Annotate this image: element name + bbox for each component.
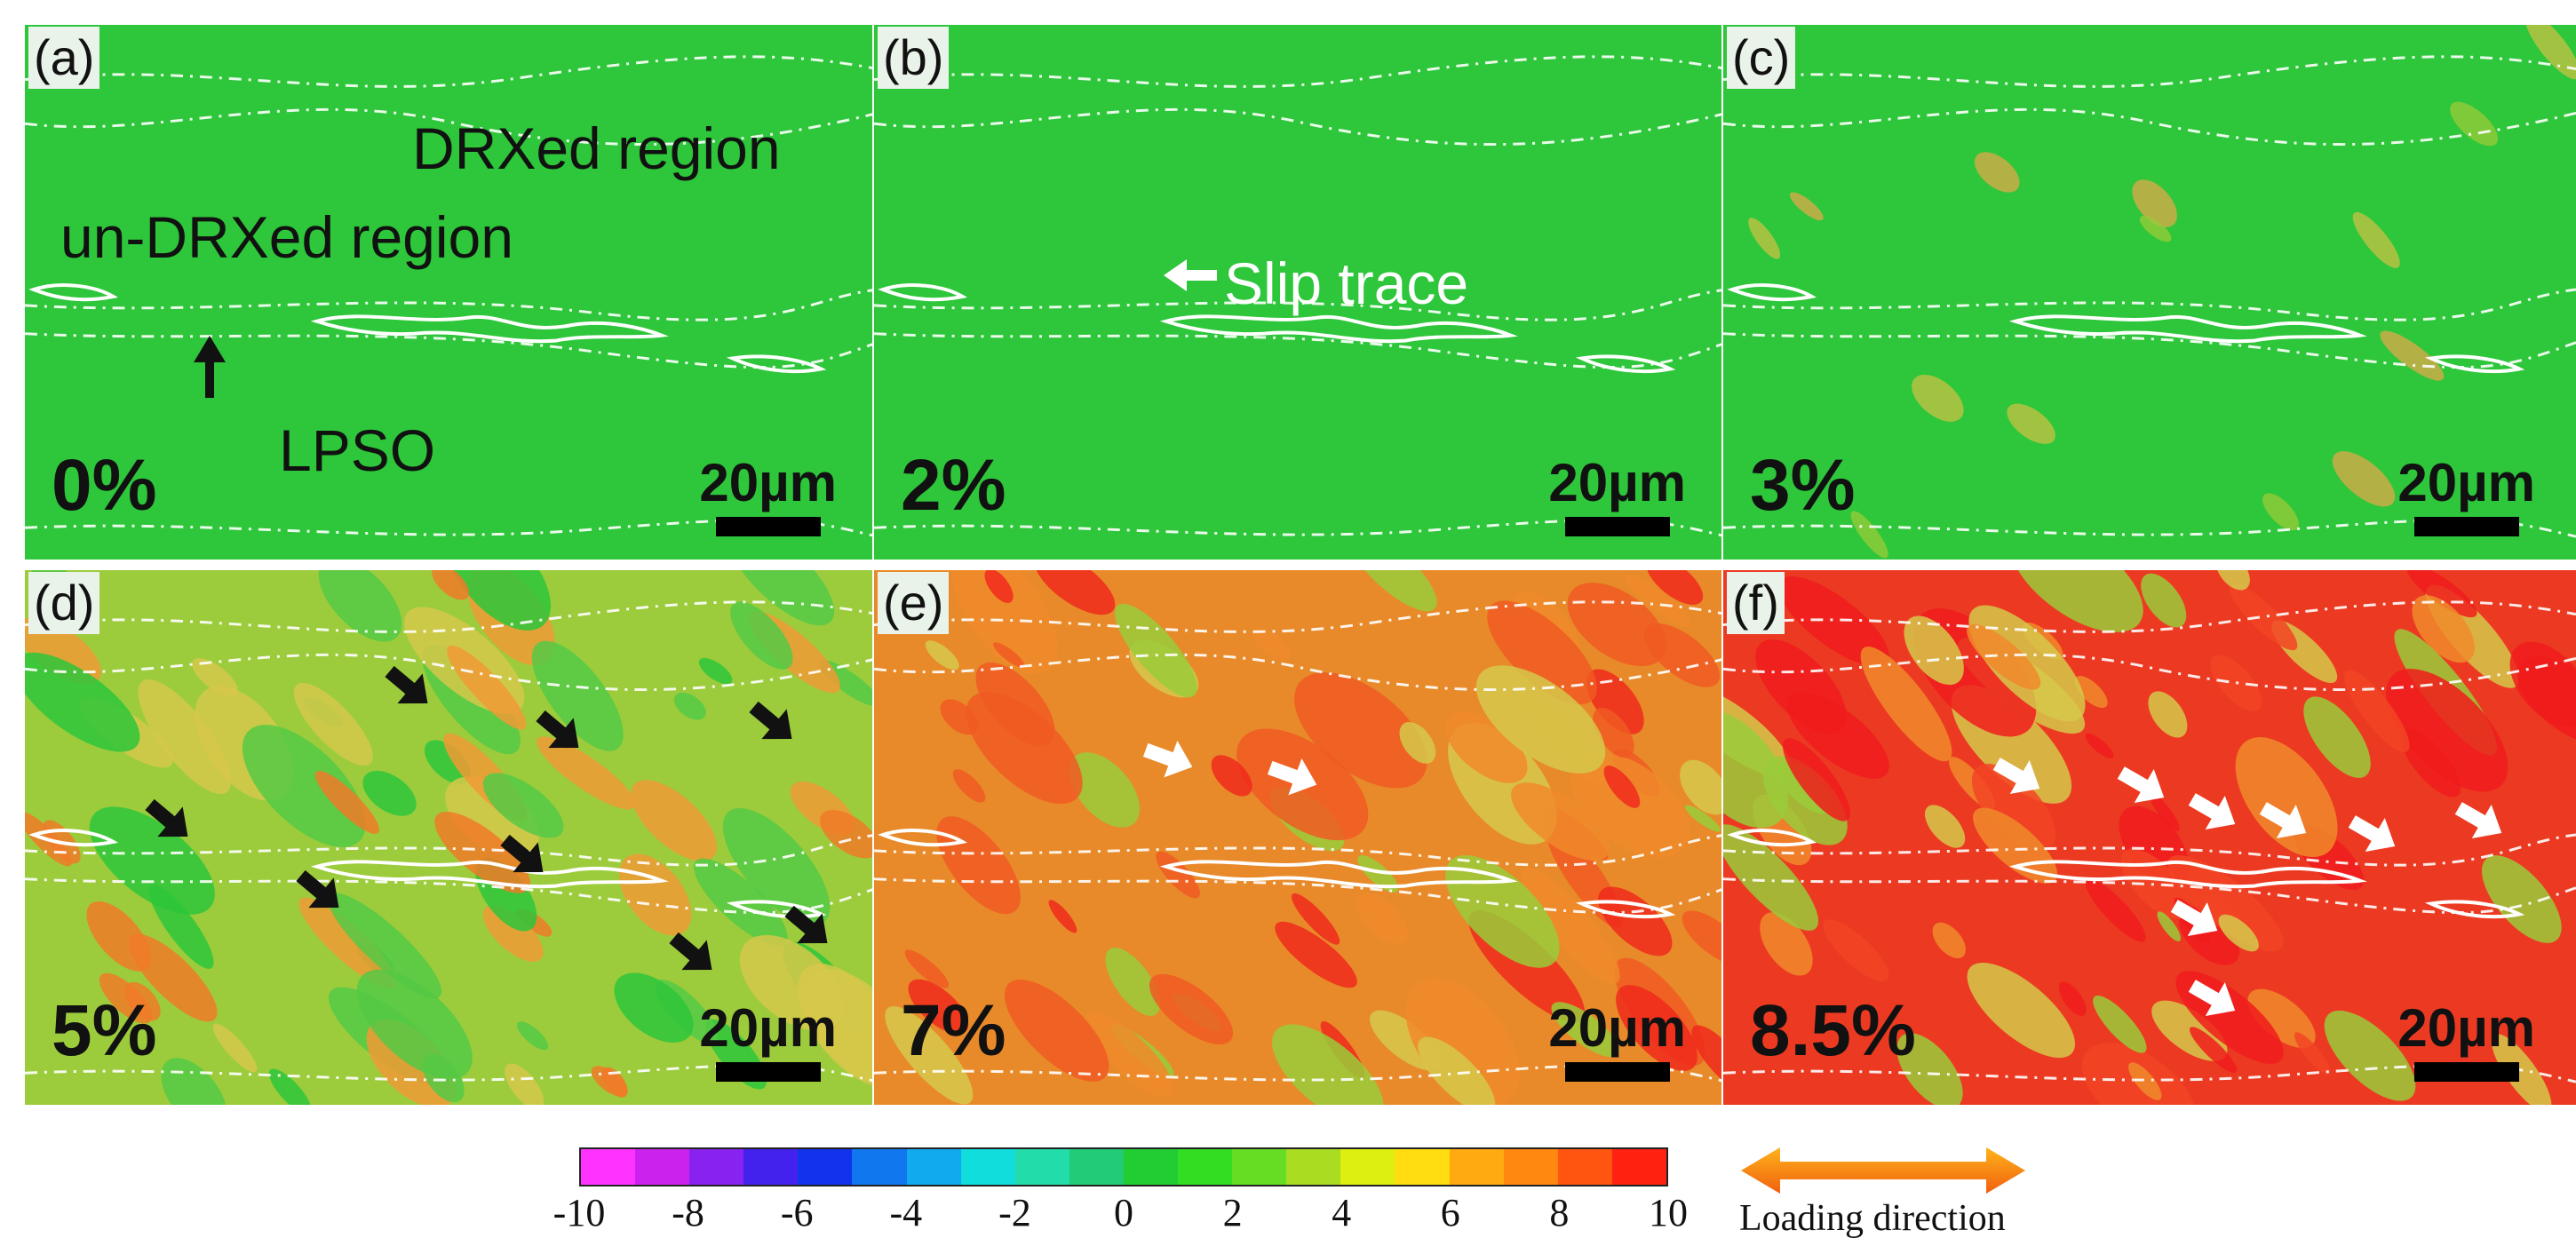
loading-direction-arrow-icon: [1741, 1147, 2025, 1194]
panel-f: (f) 8.5% 20µm: [1721, 568, 2576, 1107]
panel-b: (b) Slip trace 2% 20µm: [872, 23, 1729, 561]
scale-text: 20µm: [1548, 998, 1686, 1058]
scale-bar: 20µm: [1548, 1002, 1686, 1082]
colorbar-segment: [1232, 1149, 1287, 1185]
marker-arrow-icon: [1992, 758, 2040, 795]
marker-arrow-icon: [2188, 980, 2236, 1017]
colorbar-tick-label: 10: [1649, 1191, 1688, 1234]
loading-direction-label: Loading direction: [1739, 1198, 2006, 1239]
colorbar-segment: [1014, 1149, 1069, 1185]
marker-arrow-icon: [669, 932, 712, 971]
marker-arrow-icon: [2170, 900, 2218, 937]
panel-a: (a) DRXed region un-DRXed region LPSO 0%…: [23, 23, 879, 561]
marker-arrow-icon: [749, 701, 792, 740]
panel-c: (c) 3% 20µm: [1721, 23, 2576, 561]
colorbar-tick-label: 8: [1549, 1191, 1570, 1234]
drx-region-label: DRXed region: [412, 115, 781, 181]
panel-label: (f): [1727, 572, 1785, 634]
panel-e: (e) 7% 20µm: [872, 568, 1729, 1107]
marker-arrow-icon: [2188, 793, 2236, 830]
colorbar-tick-label: 6: [1440, 1191, 1460, 1234]
scale-bar-line: [715, 1062, 821, 1082]
colorbar-tick-label: 0: [1114, 1191, 1133, 1234]
colorbar-segment: [852, 1149, 907, 1185]
scale-bar-line: [2413, 517, 2519, 536]
colorbar-segment: [1178, 1149, 1233, 1185]
colorbar-tick-label: -6: [780, 1191, 814, 1234]
colorbar-segment: [1123, 1149, 1179, 1185]
slip-trace-label: Slip trace: [1224, 250, 1469, 316]
undrx-region-label: un-DRXed region: [60, 204, 513, 270]
colorbar-segment: [1557, 1149, 1612, 1185]
scale-text: 20µm: [2397, 998, 2535, 1058]
colorbar-segment: [1449, 1149, 1504, 1185]
colorbar-segment: [798, 1149, 853, 1185]
marker-arrow-icon: [536, 710, 579, 749]
colorbar-tick-label: -4: [889, 1191, 923, 1234]
colorbar-segment: [635, 1149, 690, 1185]
colorbar-tick-label: 2: [1222, 1191, 1243, 1234]
slip-trace-arrow-icon: [1164, 259, 1217, 291]
colorbar-segment: [960, 1149, 1015, 1185]
marker-arrow-icon: [2454, 802, 2502, 839]
marker-arrow-icon: [784, 905, 828, 944]
strain-label: 5%: [52, 990, 157, 1071]
strain-map-c: [1723, 25, 2576, 560]
marker-arrow-icon: [2259, 802, 2307, 839]
marker-arrow-icon: [385, 665, 428, 704]
colorbar-segment: [1069, 1149, 1124, 1185]
colorbar-segment: [581, 1149, 636, 1185]
colorbar-tick-label: -8: [672, 1191, 704, 1234]
colorbar-segment: [1286, 1149, 1341, 1185]
panel-label: (d): [28, 572, 100, 634]
scale-text: 20µm: [699, 453, 837, 512]
scale-bar-line: [1564, 1062, 1670, 1082]
strain-label: 2%: [901, 445, 1006, 526]
strain-map-b: [874, 25, 1727, 560]
marker-arrow-icon: [500, 834, 544, 873]
colorbar-segment: [743, 1149, 799, 1185]
colorbar-segment: [1395, 1149, 1450, 1185]
colorbar: [579, 1147, 1668, 1187]
strain-label: 0%: [52, 445, 157, 526]
scale-bar: 20µm: [2397, 1002, 2535, 1082]
colorbar-segment: [689, 1149, 744, 1185]
panel-label: (e): [878, 572, 950, 634]
marker-arrow-icon: [1267, 758, 1317, 796]
scale-bar: 20µm: [699, 456, 837, 536]
colorbar-segment: [1340, 1149, 1395, 1185]
scale-bar: 20µm: [1548, 456, 1686, 536]
marker-arrow-icon: [1142, 741, 1193, 778]
lpso-label: LPSO: [279, 417, 436, 483]
colorbar-tick-label: -2: [998, 1191, 1031, 1234]
strain-label: 8.5%: [1750, 990, 1916, 1071]
marker-arrow-icon: [2348, 815, 2396, 853]
scale-text: 20µm: [2397, 453, 2535, 512]
colorbar-tick-label: -10: [553, 1191, 606, 1234]
scale-bar: 20µm: [2397, 456, 2535, 536]
colorbar-segment: [1611, 1149, 1666, 1185]
strain-label: 3%: [1750, 445, 1856, 526]
colorbar-tick-label: 4: [1332, 1191, 1352, 1234]
panel-d: (d) 5% 20µm: [23, 568, 879, 1107]
marker-arrow-icon: [145, 798, 188, 837]
scale-bar-line: [715, 517, 821, 536]
lpso-arrow-icon: [194, 336, 226, 398]
scale-text: 20µm: [1548, 453, 1686, 512]
marker-arrow-icon: [2117, 766, 2165, 804]
marker-arrow-icon: [296, 869, 339, 909]
colorbar-segment: [906, 1149, 961, 1185]
strain-map-f: [1723, 570, 2576, 1105]
scale-bar: 20µm: [699, 1002, 837, 1082]
colorbar-segment: [1503, 1149, 1558, 1185]
strain-label: 7%: [901, 990, 1006, 1071]
panel-label: (b): [878, 27, 950, 89]
scale-bar-line: [2413, 1062, 2519, 1082]
panel-label: (a): [28, 27, 100, 89]
scale-text: 20µm: [699, 998, 837, 1058]
panel-label: (c): [1727, 27, 1796, 89]
scale-bar-line: [1564, 517, 1670, 536]
